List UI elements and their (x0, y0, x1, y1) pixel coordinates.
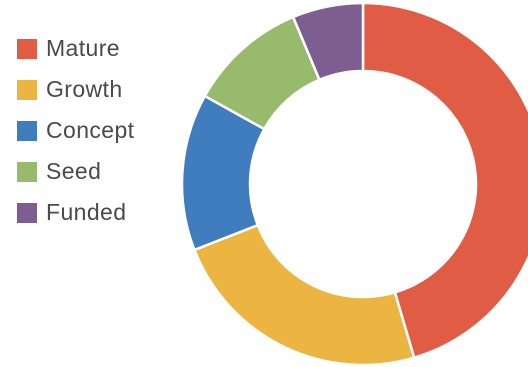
chart-legend: Mature Growth Concept Seed Funded (17, 28, 134, 233)
slice-mature[interactable] (361, 1, 528, 359)
legend-label-growth: Growth (46, 76, 123, 102)
legend-item-seed[interactable]: Seed (17, 151, 134, 192)
slice-funded[interactable] (291, 1, 365, 82)
legend-swatch-mature (17, 38, 37, 59)
slice-growth[interactable] (193, 223, 416, 367)
legend-item-growth[interactable]: Growth (17, 69, 134, 110)
legend-label-mature: Mature (46, 35, 120, 61)
legend-item-mature[interactable]: Mature (17, 28, 134, 69)
legend-swatch-funded (17, 202, 37, 223)
legend-label-seed: Seed (46, 158, 102, 184)
legend-swatch-seed (17, 161, 37, 182)
legend-label-concept: Concept (46, 117, 135, 143)
donut-slices (180, 1, 528, 367)
legend-item-funded[interactable]: Funded (17, 192, 134, 233)
legend-swatch-growth (17, 79, 37, 100)
legend-label-funded: Funded (46, 199, 127, 225)
legend-swatch-concept (17, 120, 37, 141)
legend-item-concept[interactable]: Concept (17, 110, 134, 151)
